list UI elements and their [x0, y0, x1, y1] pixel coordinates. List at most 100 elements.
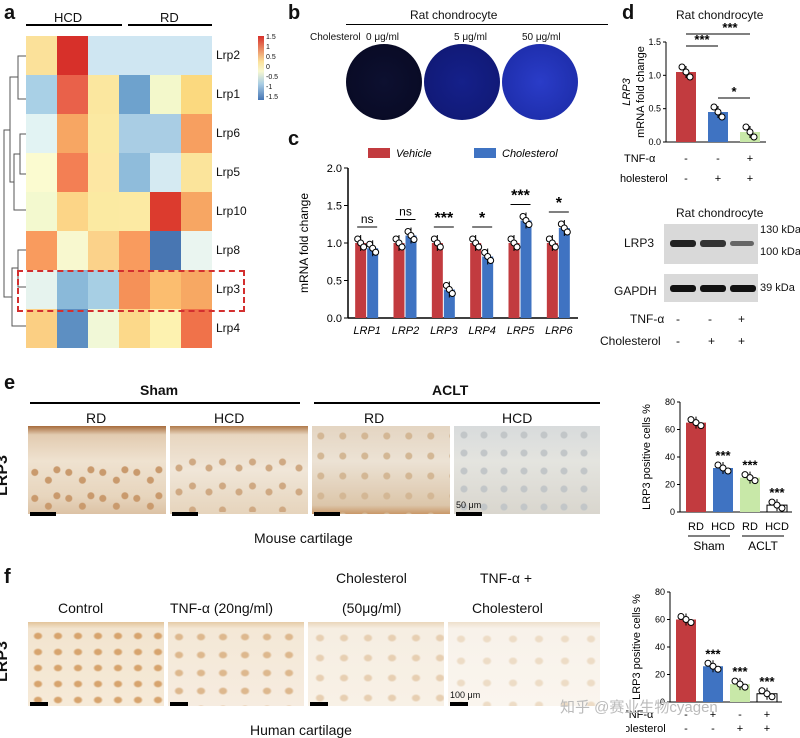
tnf-sign: - — [738, 709, 742, 721]
x-tick-label: LRP5 — [507, 325, 535, 337]
bar — [676, 72, 696, 142]
heatmap-cell — [26, 153, 57, 192]
heatmap-cell — [119, 192, 150, 231]
bar — [703, 666, 723, 702]
y-axis-label: LRP3 positive cells % — [641, 404, 653, 510]
gene-label: Lrp8 — [216, 243, 241, 257]
band-lrp3-3 — [730, 241, 754, 246]
bar-vehicle — [546, 243, 558, 318]
heatmap-cell — [26, 36, 57, 75]
data-point — [731, 677, 739, 685]
y-axis-label: LRP3 positive cells % — [631, 594, 643, 700]
heatmap-cell — [150, 309, 181, 348]
band-lrp3-2 — [700, 240, 726, 247]
sig-label: *** — [694, 32, 710, 47]
panel-b-title-line — [346, 24, 608, 25]
bar — [686, 422, 706, 512]
x-tick-label: HCD — [765, 521, 789, 533]
image-chol — [308, 622, 444, 706]
conc-5: 5 μg/ml — [454, 32, 487, 43]
dendrogram — [3, 55, 26, 327]
kda-39: 39 kDa — [760, 282, 795, 294]
band-gapdh-2 — [700, 285, 726, 292]
scalebar-e2 — [172, 512, 198, 516]
heatmap-cell — [150, 36, 181, 75]
heatmap-cell — [26, 231, 57, 270]
y-tick-label: 1.0 — [327, 238, 342, 250]
tnf-sign: - — [684, 709, 688, 721]
y-tick-label: 0.5 — [327, 276, 342, 288]
y-tick-label: 20 — [665, 480, 675, 490]
y-tick-label: 0 — [660, 697, 665, 707]
data-point — [487, 257, 495, 264]
heatmap-cell — [88, 36, 119, 75]
scalebar-f1 — [30, 702, 48, 706]
data-point — [746, 474, 754, 482]
heatmap-cell — [150, 75, 181, 114]
y-tick-label: 0.5 — [648, 104, 661, 114]
scalebar-e3 — [314, 512, 340, 516]
cells-control — [28, 628, 164, 706]
heatmap-cell — [119, 75, 150, 114]
data-point — [475, 243, 483, 251]
x-tick-label: LRP6 — [545, 325, 573, 337]
panel-label-a: a — [4, 2, 16, 24]
scalebar-f2 — [170, 702, 188, 706]
bar-vehicle — [393, 243, 405, 318]
heatmap-cell — [88, 309, 119, 348]
blot-protein-gapdh: GAPDH — [614, 284, 657, 298]
group-aclt: ACLT — [432, 382, 469, 398]
colorbar-tick: 0 — [266, 64, 270, 71]
y-tick-label: 1.5 — [648, 37, 661, 47]
blot-title: Rat chondrocyte — [676, 206, 764, 220]
heatmap-cell — [119, 153, 150, 192]
chol-sign: + — [715, 173, 721, 185]
sig-label: ns — [361, 212, 374, 226]
panel-b-wells: Rat chondrocyte Cholesterol 0 μg/ml 5 μg… — [290, 0, 620, 125]
panel-label-d: d — [622, 2, 635, 24]
group-line-hcd — [26, 24, 122, 26]
panel-f-chart: 0 20 40 60 80 LRP3 positive cells % - - TNF-α Cho… — [626, 587, 782, 735]
bar-cholesterol — [520, 220, 532, 318]
data-point — [724, 467, 732, 475]
heatmap-cell — [181, 231, 212, 270]
data-point — [697, 422, 705, 430]
row-label-chol: Cholesterol — [626, 723, 666, 735]
heatmap-cell — [88, 192, 119, 231]
gene-label: Lrp1 — [216, 87, 241, 101]
heatmap-cell — [181, 36, 212, 75]
heatmap-cell — [57, 231, 88, 270]
image-control — [28, 622, 164, 706]
heatmap-cell — [181, 270, 212, 309]
data-point — [768, 693, 776, 701]
band-gapdh-3 — [730, 285, 756, 292]
y-tick-label: 1.0 — [648, 70, 661, 80]
y-axis-label: mRNA fold change — [635, 46, 647, 138]
data-point — [768, 498, 776, 506]
data-point — [750, 133, 758, 141]
scale-text-f: 100 μm — [450, 690, 481, 700]
heatmap-cell — [57, 270, 88, 309]
bar-vehicle — [355, 243, 367, 318]
bar-vehicle — [470, 243, 482, 318]
colorbar — [258, 36, 264, 100]
gene-label: Lrp6 — [216, 126, 241, 140]
colorbar-tick: -0.5 — [266, 74, 279, 81]
data-point — [677, 613, 685, 620]
data-point — [563, 228, 571, 236]
row-label-chol: Cholesterol — [620, 173, 668, 185]
heatmap-cell — [26, 75, 57, 114]
image-combo — [448, 622, 600, 706]
panel-d-chart: 0.0 0.5 1.0 1.5 LRP3 mRNA fold change - - - + + + TN… — [620, 22, 766, 185]
data-point — [551, 243, 559, 251]
bar — [713, 468, 733, 512]
colorbar-tick: 0.5 — [266, 54, 276, 61]
cells-combo — [448, 628, 600, 706]
kda-100: 100 kDa — [760, 246, 800, 258]
y-tick-label: 0.0 — [327, 313, 342, 325]
panel-label-e: e — [4, 372, 16, 394]
data-point — [678, 63, 686, 71]
conc-50: 50 μg/ml — [522, 32, 561, 43]
legend-label-cholesterol: Cholesterol — [502, 148, 558, 160]
panel-label-c: c — [288, 128, 300, 150]
